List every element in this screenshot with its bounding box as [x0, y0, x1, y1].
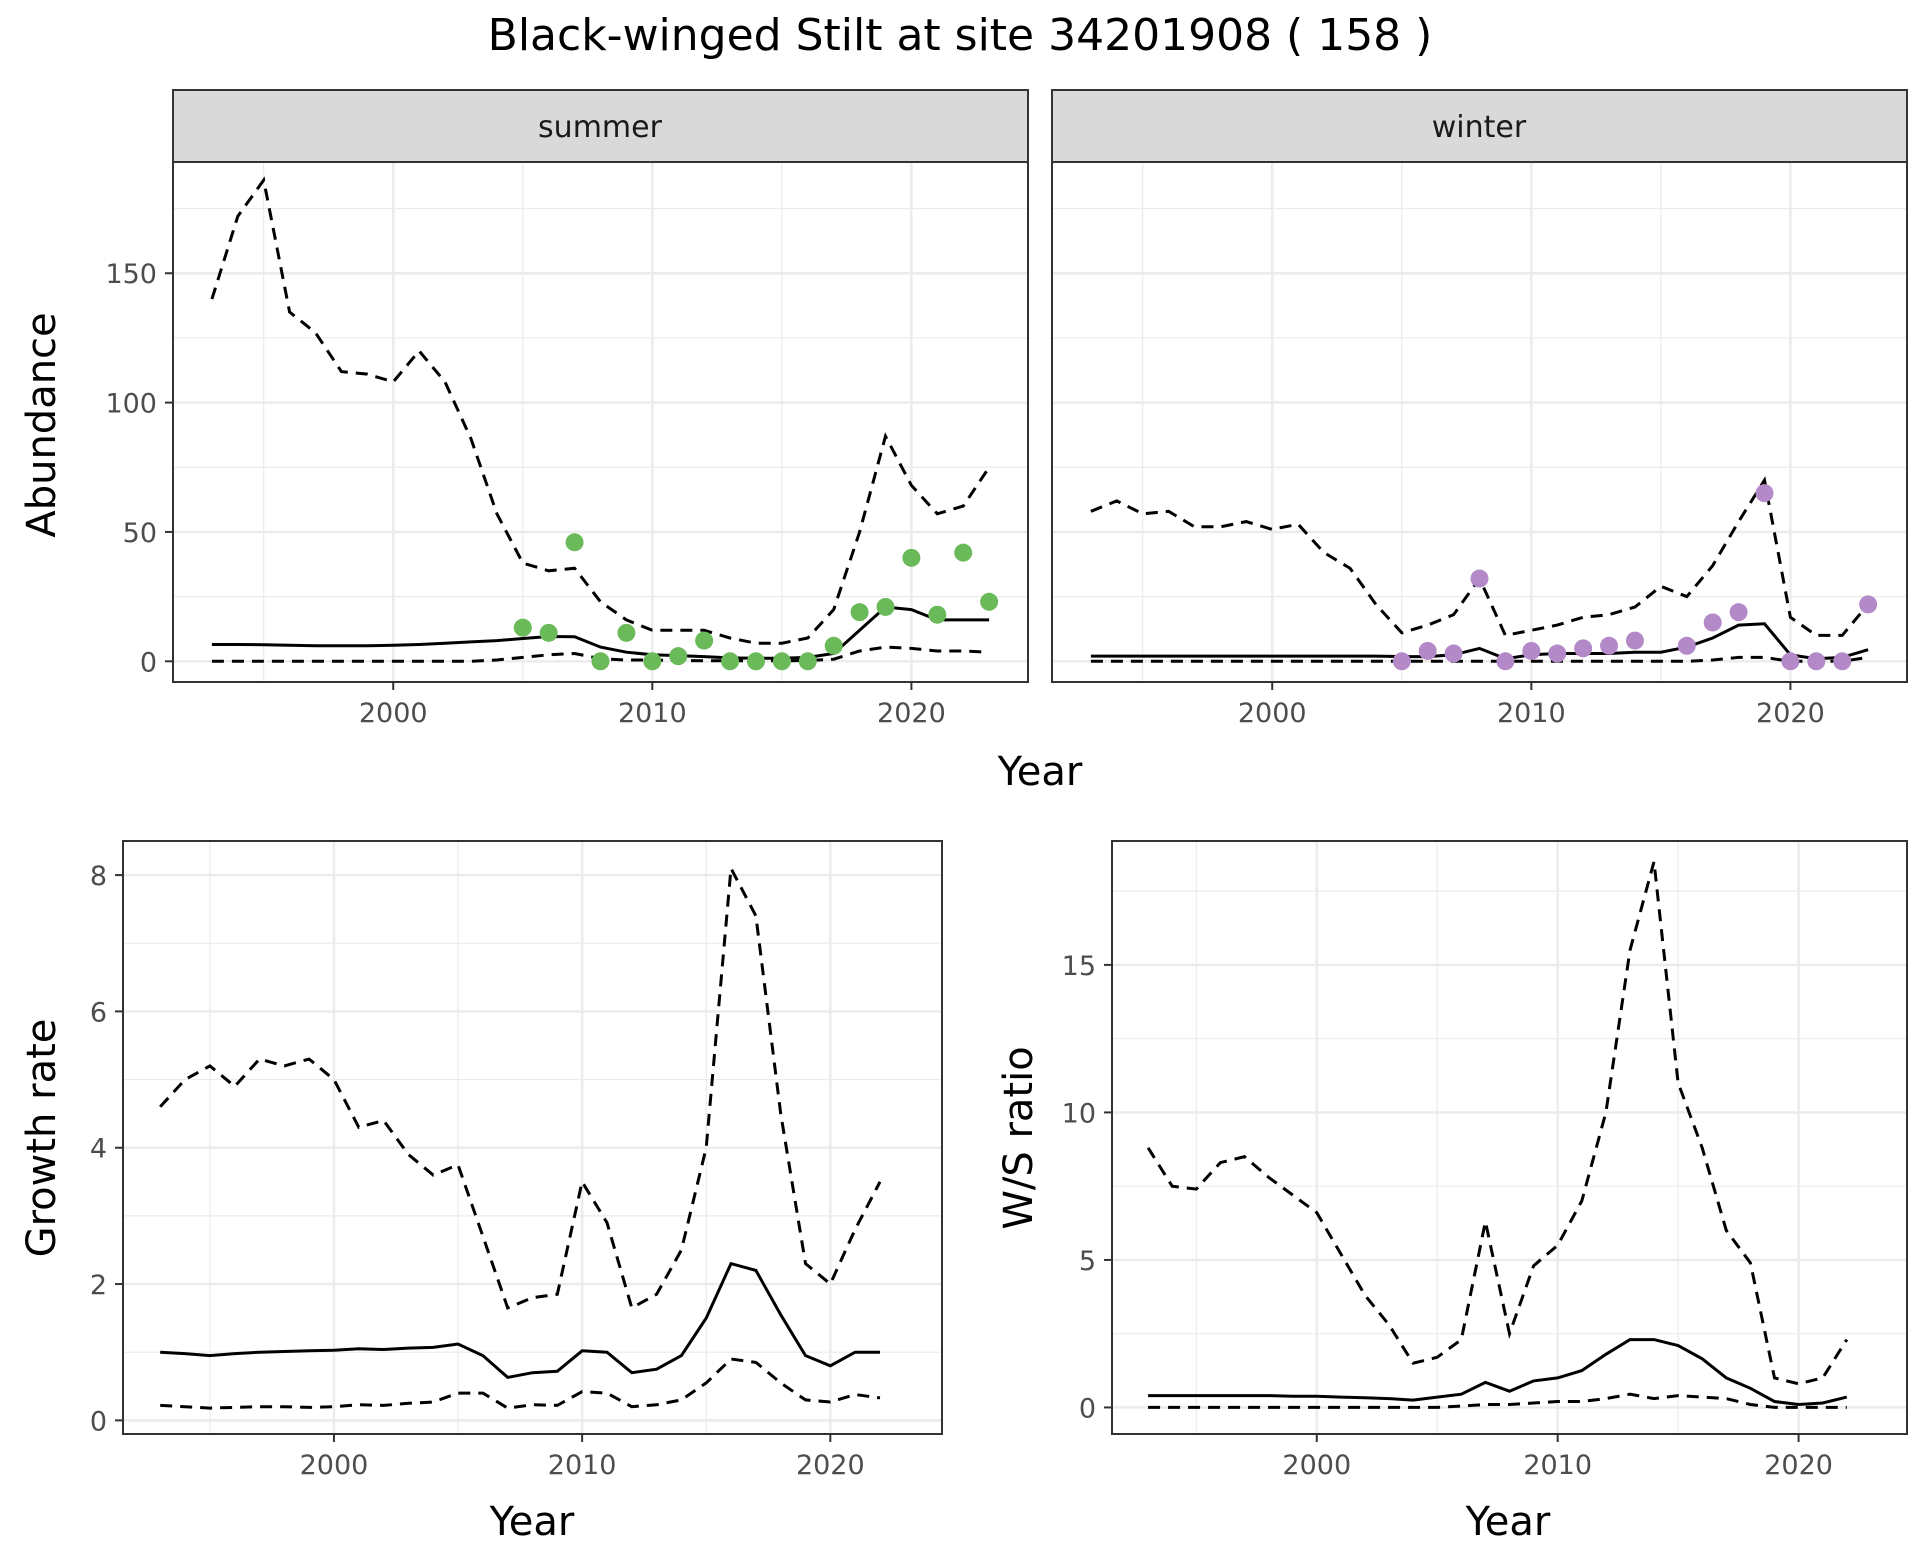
- winter-x-tick-label: 2020: [1756, 698, 1825, 729]
- growth-y-tick-label: 6: [90, 997, 107, 1028]
- winter-count-point: [1522, 641, 1541, 660]
- growth-estimate-line: [160, 1261, 880, 1380]
- winter-estimate-line: [1090, 622, 1869, 661]
- winter-strip: [1051, 89, 1908, 163]
- winter-strip-label: winter: [1432, 110, 1527, 145]
- winter-x-tick-label: 2010: [1497, 698, 1566, 729]
- ws-ratio-panel: 2000 2010 2020 0 5 10 15: [1062, 840, 1908, 1481]
- ratio-lower-bound-line: [1148, 1392, 1847, 1409]
- winter-count-point: [1392, 652, 1411, 671]
- growth-x-axis-title: Year: [489, 1499, 575, 1545]
- winter-count-point: [1677, 636, 1696, 655]
- winter-count-point: [1574, 639, 1593, 658]
- summer-count-point: [824, 636, 843, 655]
- summer-count-point: [591, 652, 610, 671]
- winter-panel-border: [1051, 161, 1908, 683]
- summer-y-tick-label: 100: [105, 389, 157, 420]
- summer-count-point: [513, 618, 532, 637]
- summer-count-point: [928, 605, 947, 624]
- ratio-y-tick-label: 5: [1079, 1246, 1096, 1277]
- ratio-x-tick-label: 2010: [1523, 1450, 1592, 1481]
- winter-count-point: [1496, 652, 1515, 671]
- summer-count-point: [798, 652, 817, 671]
- winter-count-point: [1703, 613, 1722, 632]
- winter-count-point: [1548, 644, 1567, 663]
- summer-y-tick-label: 0: [140, 647, 157, 678]
- ratio-y-tick-label: 10: [1062, 1098, 1096, 1129]
- ratio-x-axis-title: Year: [1465, 1499, 1551, 1545]
- ratio-y-axis-title: W/S ratio: [996, 1046, 1042, 1229]
- growth-rate-panel: 2000 2010 2020 0 2 4 6 8: [90, 840, 943, 1481]
- summer-count-point: [954, 543, 973, 562]
- summer-y-tick-label: 150: [105, 259, 157, 290]
- ratio-upper-bound-line: [1146, 861, 1849, 1386]
- growth-panel-border: [122, 840, 943, 1435]
- summer-strip-label: summer: [538, 110, 663, 145]
- summer-estimate-line: [211, 605, 990, 660]
- summer-count-point: [902, 548, 921, 567]
- growth-y-tick-label: 8: [90, 861, 107, 892]
- summer-count-point: [643, 652, 662, 671]
- growth-y-tick-label: 2: [90, 1270, 107, 1301]
- growth-y-tick-label: 0: [90, 1406, 107, 1437]
- summer-count-point: [850, 603, 869, 622]
- winter-count-point: [1729, 603, 1748, 622]
- growth-x-tick-label: 2000: [300, 1450, 369, 1481]
- abundance-x-axis-title: Year: [997, 749, 1083, 795]
- winter-upper-bound-line: [1090, 476, 1870, 638]
- winter-count-point: [1600, 636, 1619, 655]
- winter-lower-bound-line: [1090, 655, 1869, 663]
- winter-abundance-panel: winter 2000 2010 2020: [1051, 89, 1908, 729]
- summer-count-point: [669, 647, 688, 666]
- winter-x-tick-label: 2000: [1238, 698, 1307, 729]
- winter-count-point: [1755, 484, 1774, 503]
- winter-count-point: [1470, 569, 1489, 588]
- winter-count-point: [1418, 641, 1437, 660]
- summer-upper-bound-line: [210, 176, 991, 645]
- growth-x-tick-label: 2020: [796, 1450, 865, 1481]
- summer-count-point: [617, 623, 636, 642]
- summer-count-point: [695, 631, 714, 650]
- summer-x-tick-label: 2000: [359, 698, 428, 729]
- winter-count-point: [1625, 631, 1644, 650]
- summer-count-point: [772, 652, 791, 671]
- growth-y-axis-title: Growth rate: [19, 1019, 65, 1258]
- ratio-x-tick-label: 2020: [1764, 1450, 1833, 1481]
- summer-strip: [172, 89, 1029, 163]
- summer-abundance-panel: summer 2000 2010 2020 0 50 100 150: [105, 89, 1029, 729]
- winter-count-point: [1859, 595, 1878, 614]
- summer-panel-border: [172, 161, 1029, 683]
- winter-count-point: [1833, 652, 1852, 671]
- ratio-y-tick-label: 15: [1062, 951, 1096, 982]
- summer-count-point: [539, 623, 558, 642]
- winter-count-point: [1807, 652, 1826, 671]
- winter-count-point: [1444, 644, 1463, 663]
- summer-count-point: [876, 597, 895, 616]
- summer-count-point: [721, 652, 740, 671]
- summer-count-point: [746, 652, 765, 671]
- ratio-y-tick-label: 0: [1079, 1393, 1096, 1424]
- summer-count-point: [980, 592, 999, 611]
- abundance-y-axis-title: Abundance: [19, 312, 65, 537]
- ratio-x-tick-label: 2000: [1282, 1450, 1351, 1481]
- summer-x-tick-label: 2020: [877, 698, 946, 729]
- growth-y-tick-label: 4: [90, 1134, 107, 1165]
- growth-upper-bound-line: [159, 863, 882, 1311]
- growth-lower-bound-line: [160, 1357, 881, 1410]
- summer-x-tick-label: 2010: [618, 698, 687, 729]
- growth-x-tick-label: 2010: [548, 1450, 617, 1481]
- summer-count-point: [565, 533, 584, 552]
- ratio-estimate-line: [1148, 1338, 1848, 1407]
- winter-count-point: [1781, 652, 1800, 671]
- figure-title: Black-winged Stilt at site 34201908 ( 15…: [488, 10, 1433, 61]
- ratio-panel-border: [1111, 840, 1908, 1435]
- summer-y-tick-label: 50: [123, 518, 157, 549]
